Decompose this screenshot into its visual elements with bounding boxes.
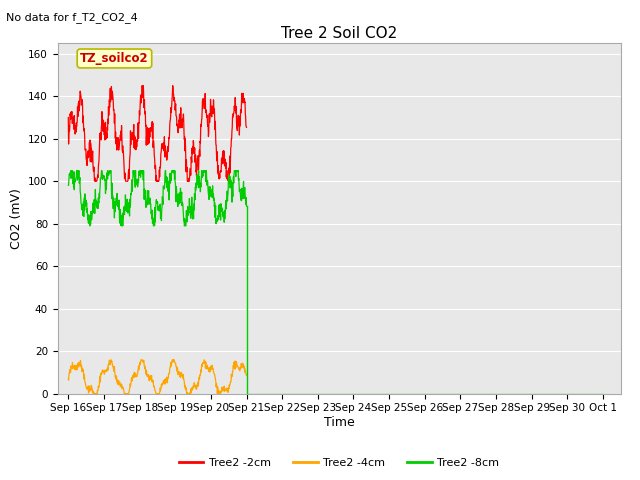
X-axis label: Time: Time xyxy=(324,416,355,429)
Title: Tree 2 Soil CO2: Tree 2 Soil CO2 xyxy=(281,25,397,41)
Y-axis label: CO2 (mV): CO2 (mV) xyxy=(10,188,22,249)
Legend: Tree2 -2cm, Tree2 -4cm, Tree2 -8cm: Tree2 -2cm, Tree2 -4cm, Tree2 -8cm xyxy=(175,454,504,472)
Text: TZ_soilco2: TZ_soilco2 xyxy=(80,52,148,65)
Text: No data for f_T2_CO2_4: No data for f_T2_CO2_4 xyxy=(6,12,138,23)
